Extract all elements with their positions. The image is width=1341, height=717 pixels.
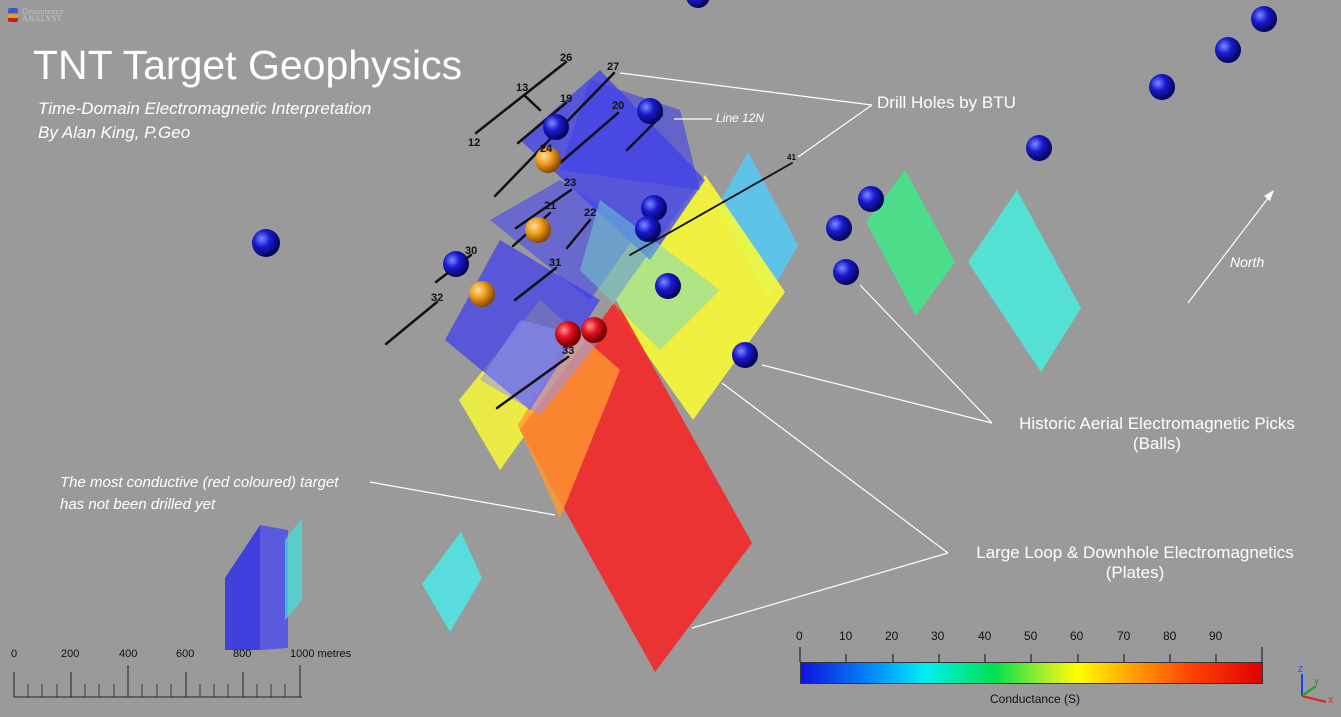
label-drill-holes: Drill Holes by BTU	[877, 93, 1016, 112]
hole-label: 30	[465, 245, 478, 257]
hole-label: 24	[540, 143, 553, 155]
scale-label: 800	[233, 648, 252, 660]
hole-label: 27	[607, 61, 620, 73]
legend-tick-marks	[799, 647, 1263, 662]
conductance-legend-label: Conductance (S)	[990, 692, 1081, 706]
plate-green	[866, 170, 955, 316]
block-model-front	[225, 525, 260, 650]
leader-lines	[369, 72, 1274, 629]
hole-label: 32	[431, 292, 444, 304]
scale-label: 600	[176, 648, 195, 660]
line-12n-label: Line 12N	[716, 111, 765, 125]
legend-tick-label: 10	[839, 629, 853, 643]
note-conductive-target: The most conductive (red coloured) targe…	[60, 474, 339, 513]
legend-tick-label: 60	[1070, 629, 1084, 643]
page-title: TNT Target Geophysics	[33, 42, 463, 88]
scale-label: 0	[11, 648, 18, 660]
subtitle-author: By Alan King, P.Geo	[38, 123, 191, 142]
plate-teal	[580, 200, 720, 350]
hole-label: 31	[549, 257, 562, 269]
hole-label: 23	[564, 177, 577, 189]
subtitle-method: Time-Domain Electromagnetic Interpretati…	[38, 99, 372, 118]
aerial-em-balls	[252, 0, 1277, 368]
logo-icon	[8, 8, 18, 22]
scale-bar-labels: 0 200 400 600 800 1000 metres	[0, 648, 360, 662]
plate-blue-top2	[560, 80, 700, 190]
legend-tick-label: 70	[1117, 629, 1131, 643]
legend-tick-label: 50	[1024, 629, 1038, 643]
legend-tick-label: 40	[978, 629, 992, 643]
axis-z-label: Z	[1298, 665, 1303, 674]
plate-cyan-far	[968, 190, 1081, 372]
legend-tick-label: 30	[931, 629, 945, 643]
conductance-color-bar	[800, 662, 1263, 684]
hole-label: 21	[544, 200, 557, 212]
hole-label: 26	[560, 52, 573, 64]
orientation-axes-icon[interactable]: Z Y X	[1296, 664, 1336, 704]
hole-label: 12	[468, 137, 481, 149]
hole-label: 33	[562, 345, 575, 357]
plate-cyan-small	[422, 532, 482, 632]
legend-tick-label: 20	[885, 629, 899, 643]
hole-label: 13	[516, 82, 529, 94]
logo-text: Geoscience ANALYST	[22, 7, 64, 23]
legend-tick-label: 0	[796, 629, 803, 643]
label-aerial-em: Historic Aerial Electromagnetic Picks (B…	[1019, 414, 1295, 453]
legend-tick-label: 90	[1209, 629, 1223, 643]
app-logo: Geoscience ANALYST	[8, 7, 64, 23]
hole-label: 19	[560, 93, 573, 105]
scale-label: 1000 metres	[290, 648, 352, 660]
axis-y-label: Y	[1314, 678, 1320, 687]
plate-lightblue	[718, 152, 798, 298]
hole-label: 41	[787, 153, 796, 162]
scale-bar	[13, 665, 302, 698]
hole-label: 20	[612, 100, 625, 112]
legend-tick-label: 80	[1163, 629, 1177, 643]
label-plates: Large Loop & Downhole Electromagnetics (…	[976, 543, 1294, 582]
plate-orange	[518, 330, 620, 518]
axis-x-label: X	[1328, 696, 1334, 704]
block-model-side	[260, 525, 288, 650]
hole-label: 22	[584, 207, 597, 219]
block-model-cyan	[285, 518, 302, 620]
scale-label: 200	[61, 648, 80, 660]
north-label: North	[1230, 254, 1265, 270]
scale-label: 400	[119, 648, 138, 660]
